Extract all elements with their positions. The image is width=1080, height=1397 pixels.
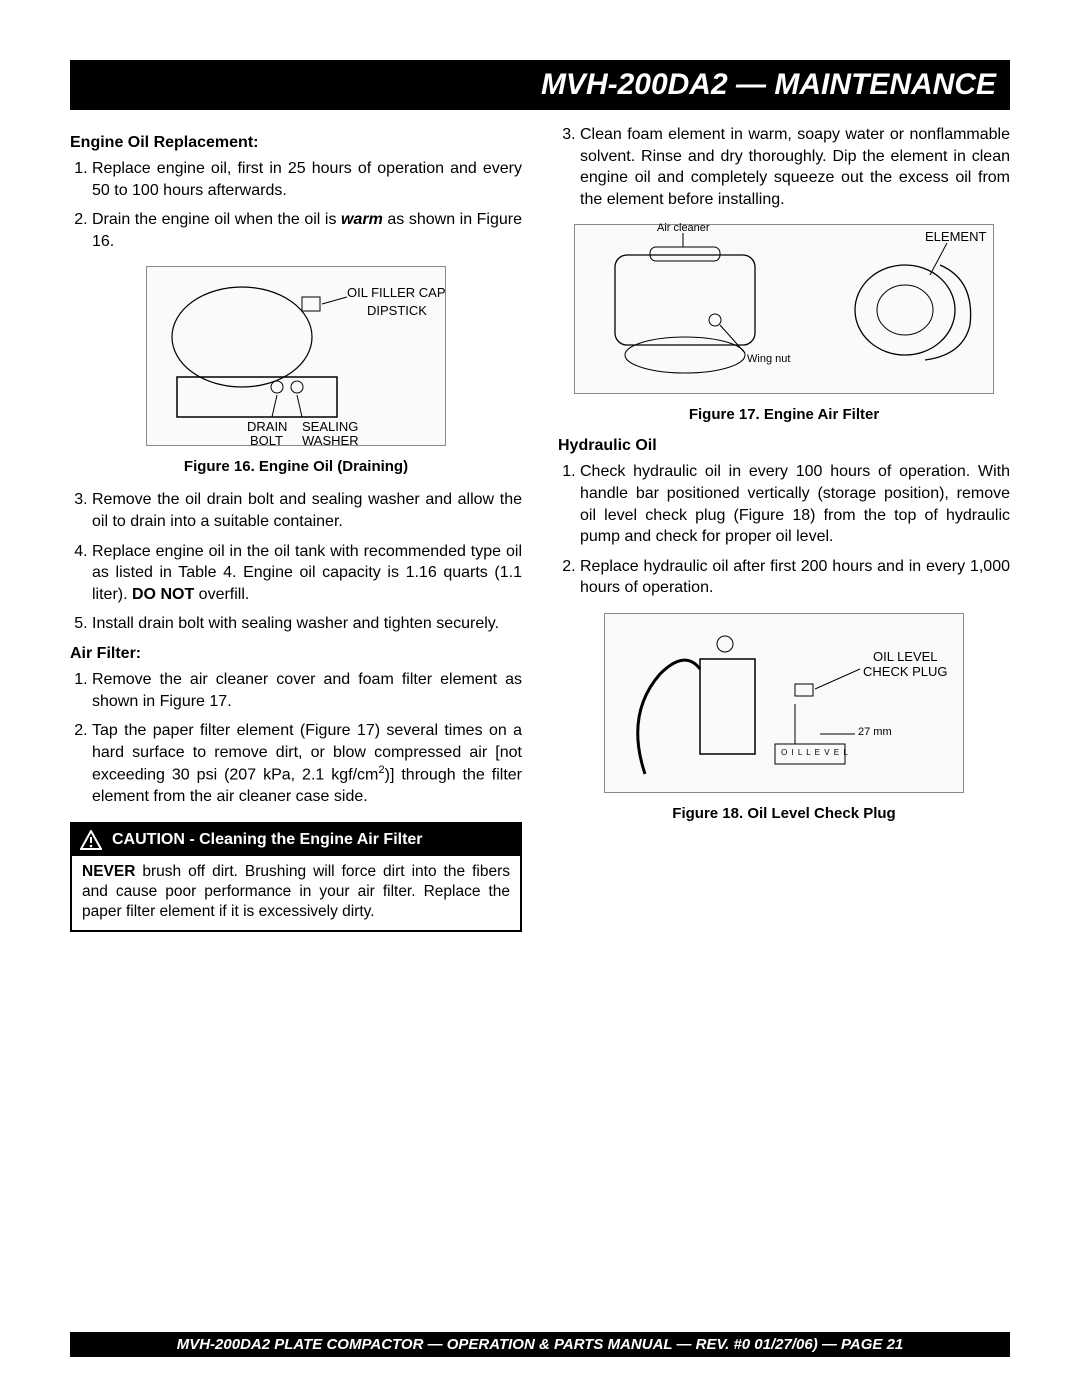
figure-16: OIL FILLER CAP DIPSTICK DRAIN BOLT SEALI… [70,266,522,475]
figure-17-caption: Figure 17. Engine Air Filter [558,406,1010,423]
list-item: Replace hydraulic oil after first 200 ho… [580,556,1010,599]
caution-box: CAUTION - Cleaning the Engine Air Filter… [70,822,522,932]
list-item: Drain the engine oil when the oil is war… [92,209,522,252]
label-bolt: BOLT [250,433,283,448]
caution-title: CAUTION - Cleaning the Engine Air Filter [112,831,423,849]
hydraulic-steps: Check hydraulic oil in every 100 hours o… [558,461,1010,599]
page-header: MVH-200DA2 — MAINTENANCE [70,60,1010,110]
label-oil-level-check-plug: OIL LEVEL CHECK PLUG [863,649,948,679]
label-drain: DRAIN [247,419,287,434]
list-item: Remove the air cleaner cover and foam fi… [92,669,522,712]
header-title: MVH-200DA2 — MAINTENANCE [541,68,996,101]
figure-18: OIL LEVEL CHECK PLUG 27 mm O I L L E V E… [558,613,1010,822]
label-wing-nut: Wing nut [747,353,790,365]
engine-air-filter-illustration [575,225,995,395]
section-title-hydraulic: Hydraulic Oil [558,437,1010,455]
section-title-oil: Engine Oil Replacement: [70,134,522,152]
section-title-airfilter: Air Filter: [70,645,522,663]
label-element: ELEMENT [925,229,986,244]
content-columns: Engine Oil Replacement: Replace engine o… [70,124,1010,948]
label-oil-filler-cap: OIL FILLER CAP [347,285,446,300]
figure-18-image: OIL LEVEL CHECK PLUG 27 mm O I L L E V E… [604,613,964,793]
left-column: Engine Oil Replacement: Replace engine o… [70,124,522,948]
label-27mm: 27 mm [858,726,892,738]
oil-steps-b: Remove the oil drain bolt and sealing wa… [70,489,522,635]
right-column: Clean foam element in warm, soapy water … [558,124,1010,948]
label-sealing: SEALING [302,419,358,434]
list-item: Remove the oil drain bolt and sealing wa… [92,489,522,532]
figure-17: Air cleaner Wing nut ELEMENT Figure 17. … [558,224,1010,423]
page: MVH-200DA2 — MAINTENANCE Engine Oil Repl… [0,0,1080,1397]
list-item: Check hydraulic oil in every 100 hours o… [580,461,1010,547]
label-air-cleaner: Air cleaner [657,222,710,234]
figure-16-caption: Figure 16. Engine Oil (Draining) [70,458,522,475]
oil-level-plug-illustration [605,614,965,794]
figure-17-image: Air cleaner Wing nut ELEMENT [574,224,994,394]
label-oil-level: O I L L E V E L [781,748,849,757]
list-item: Clean foam element in warm, soapy water … [580,124,1010,210]
list-item: Replace engine oil in the oil tank with … [92,541,522,606]
label-dipstick: DIPSTICK [367,303,427,318]
caution-body: NEVER brush off dirt. Brushing will forc… [72,856,520,930]
warning-icon [80,830,102,850]
page-footer: MVH-200DA2 PLATE COMPACTOR — OPERATION &… [70,1332,1010,1357]
footer-text: MVH-200DA2 PLATE COMPACTOR — OPERATION &… [177,1336,904,1353]
air-filter-steps: Remove the air cleaner cover and foam fi… [70,669,522,808]
figure-18-caption: Figure 18. Oil Level Check Plug [558,805,1010,822]
label-washer: WASHER [302,433,359,448]
figure-16-image: OIL FILLER CAP DIPSTICK DRAIN BOLT SEALI… [146,266,446,446]
air-filter-step3: Clean foam element in warm, soapy water … [558,124,1010,210]
caution-header: CAUTION - Cleaning the Engine Air Filter [72,824,520,856]
oil-steps-a: Replace engine oil, first in 25 hours of… [70,158,522,252]
list-item: Replace engine oil, first in 25 hours of… [92,158,522,201]
list-item: Tap the paper filter element (Figure 17)… [92,720,522,808]
list-item: Install drain bolt with sealing washer a… [92,613,522,635]
